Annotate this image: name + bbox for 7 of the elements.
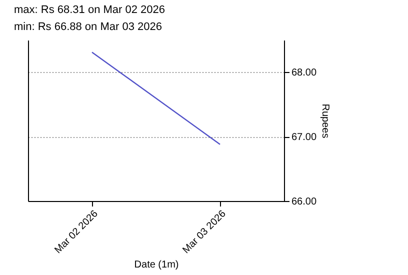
- chart-subtitle: min: Rs 66.88 on Mar 03 2026: [14, 21, 162, 33]
- y-axis-title: Rupees: [320, 104, 331, 138]
- y-tick-label: 67.00: [292, 132, 317, 144]
- chart-title: max: Rs 68.31 on Mar 02 2026: [14, 4, 166, 16]
- x-axis-title: Date (1m): [134, 259, 179, 270]
- y-tick-label: 66.00: [292, 196, 317, 208]
- y-tick-label: 68.00: [292, 68, 317, 79]
